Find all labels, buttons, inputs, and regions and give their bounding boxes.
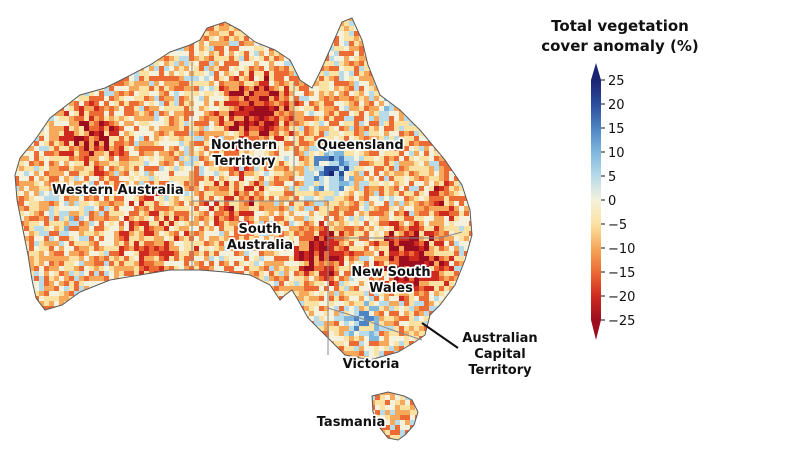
legend-tick-label: −20 (608, 290, 635, 305)
legend-title-line1: Total vegetation (551, 17, 689, 35)
label-act-1: Australian (462, 331, 537, 346)
sa-qld-border (294, 200, 329, 238)
legend-arrow-top (591, 63, 601, 80)
label-act-3: Territory (468, 363, 532, 378)
region-labels: Western Australia Northern Territory Que… (50, 136, 539, 432)
legend-tick-label: −10 (608, 242, 635, 257)
label-act-2: Capital (474, 347, 526, 362)
legend-tick-label: −5 (608, 218, 627, 233)
label-south-australia-2: Australia (227, 238, 293, 253)
state-borders (191, 62, 463, 355)
legend-tick-label: 25 (608, 74, 625, 89)
legend-tick-label: −15 (608, 266, 635, 281)
legend-colorbar (591, 80, 601, 320)
legend-tick-label: 0 (608, 194, 616, 209)
label-south-australia-1: South (238, 222, 281, 237)
nsw-vic-border (327, 307, 423, 341)
legend-arrow-bottom (591, 320, 601, 340)
legend-tick-label: 5 (608, 170, 616, 185)
qld-nsw-border (328, 231, 463, 239)
mainland-coastline (14, 17, 473, 361)
label-tasmania: Tasmania (317, 415, 386, 430)
label-victoria: Victoria (343, 357, 400, 372)
label-queensland: Queensland (317, 138, 404, 153)
legend: Total vegetation cover anomaly (%) 25 20 1… (541, 17, 699, 340)
label-new-south-wales-2: Wales (369, 281, 413, 296)
label-new-south-wales-1: New South (351, 265, 430, 280)
legend-tick-label: −25 (608, 314, 635, 329)
act-leader-line (421, 322, 459, 349)
legend-title-line2: cover anomaly (%) (541, 37, 699, 55)
label-western-australia: Western Australia (52, 183, 184, 198)
label-northern-territory-1: Northern (211, 138, 277, 153)
legend-tick-label: 10 (608, 146, 625, 161)
label-northern-territory-2: Territory (212, 154, 276, 169)
legend-tick-label: 15 (608, 122, 625, 137)
legend-tick-label: 20 (608, 98, 625, 113)
legend-ticks: 25 20 15 10 5 0 −5 −10 −15 −20 −25 (601, 74, 635, 329)
